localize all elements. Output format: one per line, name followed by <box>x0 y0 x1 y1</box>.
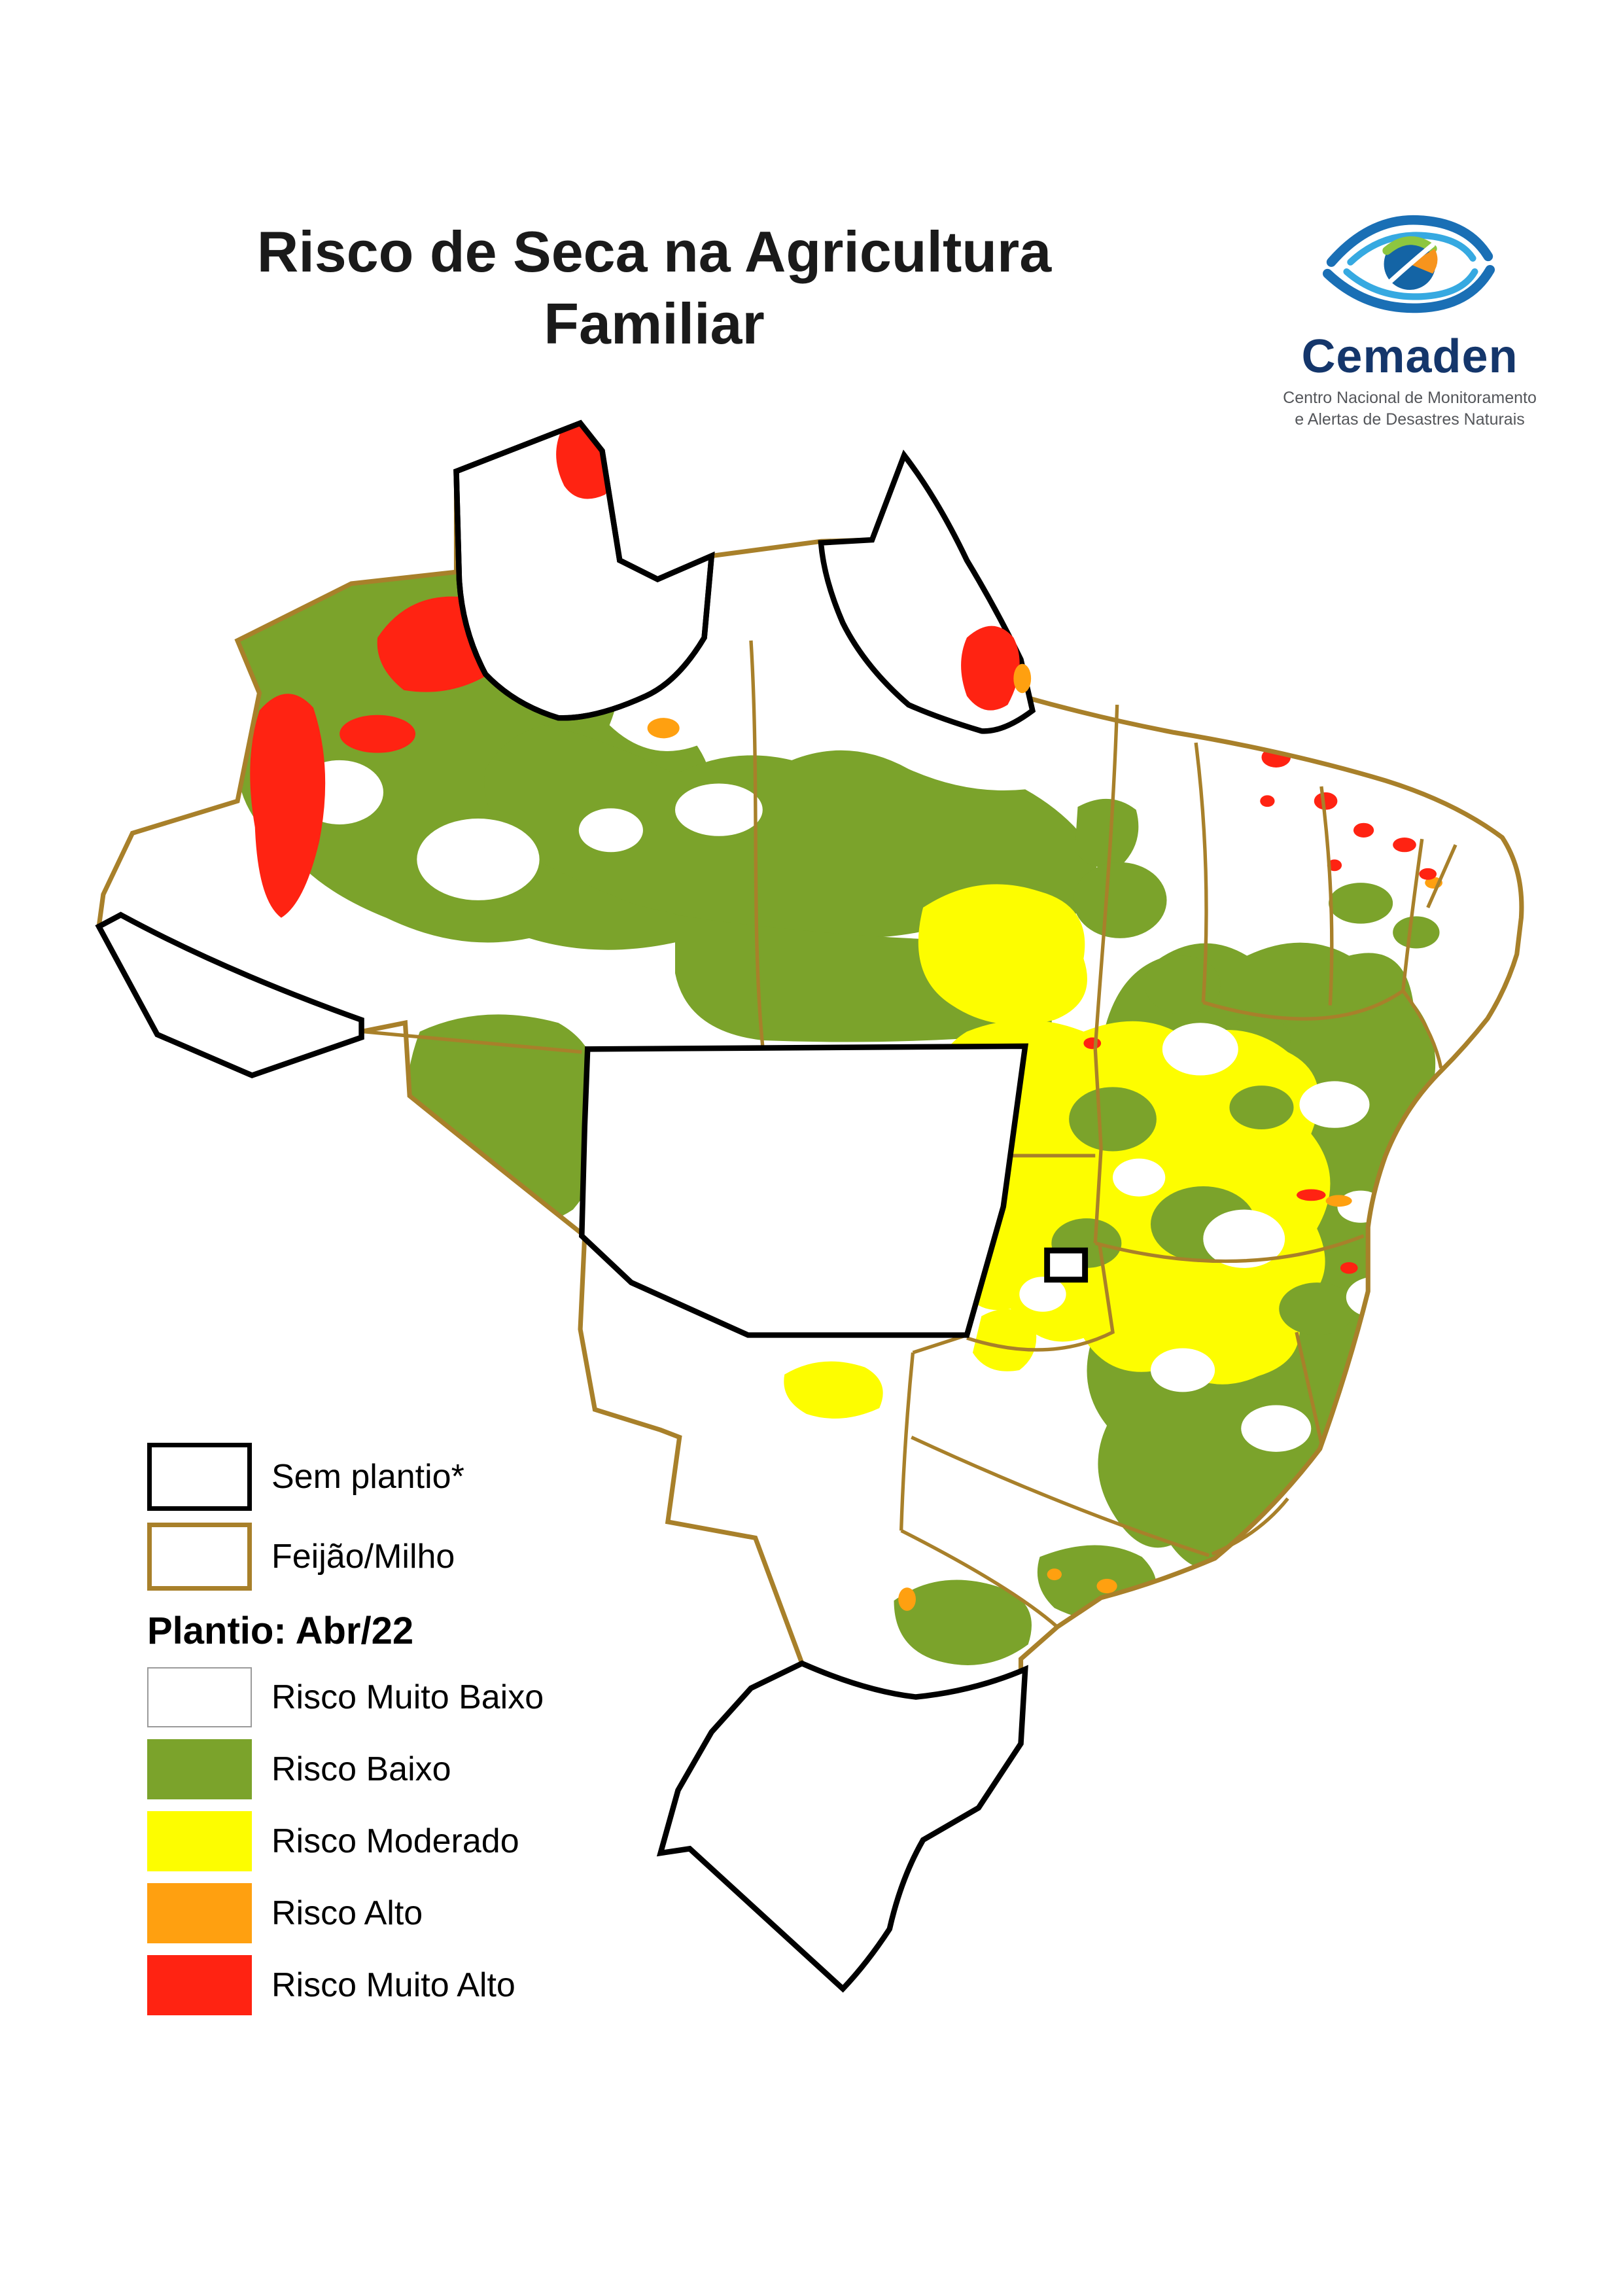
legend-item-risk-very-low: Risco Muito Baixo <box>147 1667 644 1727</box>
legend-item-risk-high: Risco Alto <box>147 1883 644 1943</box>
risk-very-low-label: Risco Muito Baixo <box>271 1678 544 1716</box>
cemaden-eye-icon <box>1323 215 1495 313</box>
brazil-drought-risk-map <box>92 419 1550 2024</box>
north-para-red-spot <box>961 626 1032 711</box>
risk-moderate-label: Risco Moderado <box>271 1822 519 1860</box>
legend-item-risk-low: Risco Baixo <box>147 1739 644 1799</box>
cemaden-brand-text: Cemaden <box>1301 330 1518 383</box>
sem-plantio-states <box>95 423 1036 1993</box>
map-legend: Sem plantio* Feijão/Milho Plantio: Abr/2… <box>147 1443 644 2027</box>
planting-date-label: Plantio: Abr/22 <box>147 1610 414 1652</box>
cemaden-tagline: Centro Nacional de Monitoramento e Alert… <box>1283 389 1537 429</box>
distrito-federal-box <box>1044 1247 1089 1283</box>
sem-plantio-swatch <box>147 1443 252 1511</box>
risk-low-swatch <box>147 1739 252 1799</box>
feijao-milho-swatch <box>147 1523 252 1591</box>
feijao-milho-label: Feijão/Milho <box>271 1538 455 1576</box>
legend-item-feijao-milho: Feijão/Milho <box>147 1523 644 1591</box>
sem-plantio-label: Sem plantio* <box>271 1458 464 1496</box>
risk-high-label: Risco Alto <box>271 1894 423 1932</box>
state-mato-grosso <box>578 1043 1029 1338</box>
risk-high-swatch <box>147 1883 252 1943</box>
risk-very-low-swatch <box>147 1667 252 1727</box>
legend-item-sem-plantio: Sem plantio* <box>147 1443 644 1511</box>
legend-item-risk-very-high: Risco Muito Alto <box>147 1955 644 2015</box>
legend-item-risk-moderate: Risco Moderado <box>147 1811 644 1871</box>
risk-very-high-label: Risco Muito Alto <box>271 1966 515 2004</box>
page-title: Risco de Seca na Agricultura Familiar <box>256 219 1052 356</box>
risk-very-high-swatch <box>147 1955 252 2015</box>
state-borders-feijao-milho <box>362 640 1457 1629</box>
risk-moderate-swatch <box>147 1811 252 1871</box>
state-acre <box>95 911 364 1079</box>
risk-low-label: Risco Baixo <box>271 1750 451 1788</box>
brazil-map-svg <box>95 419 1550 1993</box>
state-south-region <box>656 1660 1028 1993</box>
cemaden-logo: Cemaden Centro Nacional de Monitoramento… <box>1246 203 1573 430</box>
